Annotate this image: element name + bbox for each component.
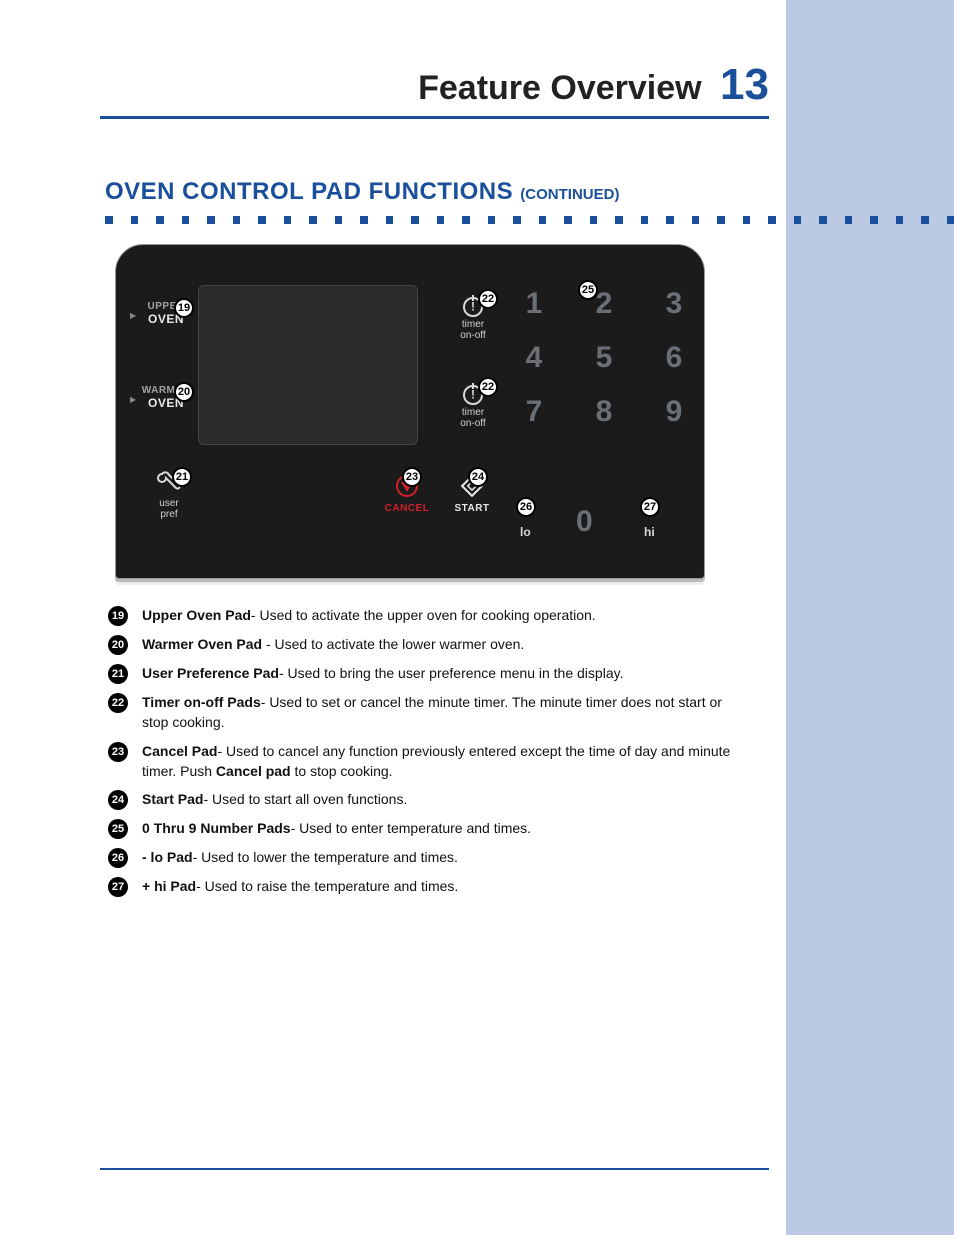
legend-badge: 26 (108, 848, 128, 868)
footer-rule (100, 1168, 769, 1170)
page-number: 13 (720, 60, 769, 109)
callout-20: 20 (174, 382, 194, 402)
legend-row: 26 - lo Pad- Used to lower the temperatur… (108, 847, 738, 868)
legend-list: 19 Upper Oven Pad- Used to activate the u… (108, 605, 738, 905)
legend-row: 25 0 Thru 9 Number Pads- Used to enter te… (108, 818, 738, 839)
callout-21: 21 (172, 467, 192, 487)
dotted-rule (105, 216, 954, 226)
triangle-icon: ▶ (130, 311, 136, 320)
legend-text: Cancel Pad- Used to cancel any function … (142, 741, 738, 782)
key-1: 1 (514, 287, 554, 321)
legend-text: Upper Oven Pad- Used to activate the upp… (142, 605, 738, 625)
legend-row: 20 Warmer Oven Pad - Used to activate the… (108, 634, 738, 655)
legend-badge: 22 (108, 693, 128, 713)
legend-badge: 24 (108, 790, 128, 810)
callout-23: 23 (402, 467, 422, 487)
legend-row: 23 Cancel Pad- Used to cancel any functio… (108, 741, 738, 782)
legend-row: 21 User Preference Pad- Used to bring the… (108, 663, 738, 684)
timer2-l1: timer (448, 407, 498, 418)
page-title: Feature Overview (418, 69, 701, 107)
legend-row: 19 Upper Oven Pad- Used to activate the u… (108, 605, 738, 626)
cancel-label: CANCEL (381, 503, 433, 514)
user-pref-line1: user (146, 498, 192, 509)
legend-badge: 19 (108, 606, 128, 626)
legend-row: 22 Timer on-off Pads- Used to set or canc… (108, 692, 738, 733)
legend-text: Start Pad- Used to start all oven functi… (142, 789, 738, 809)
legend-badge: 25 (108, 819, 128, 839)
key-8: 8 (584, 395, 624, 429)
callout-25: 25 (578, 280, 598, 300)
key-6: 6 (654, 341, 694, 375)
section-title: OVEN CONTROL PAD FUNCTIONS (105, 178, 520, 205)
control-panel-diagram: ▶ UPPER OVEN 19 ▶ WARMER OVEN 20 user pr… (115, 244, 705, 579)
callout-27: 27 (640, 497, 660, 517)
legend-text: - lo Pad- Used to lower the temperature … (142, 847, 738, 867)
legend-text: Warmer Oven Pad - Used to activate the l… (142, 634, 738, 654)
page-header: Feature Overview 13 (100, 60, 769, 119)
legend-text: User Preference Pad- Used to bring the u… (142, 663, 738, 683)
callout-22a: 22 (478, 289, 498, 309)
key-0: 0 (576, 505, 593, 539)
legend-text: Timer on-off Pads- Used to set or cancel… (142, 692, 738, 733)
timer1-l1: timer (448, 319, 498, 330)
timer1-l2: on-off (448, 330, 498, 341)
timer2-l2: on-off (448, 418, 498, 429)
legend-row: 27 + hi Pad- Used to raise the temperatur… (108, 876, 738, 897)
callout-19: 19 (174, 298, 194, 318)
legend-text: 0 Thru 9 Number Pads- Used to enter temp… (142, 818, 738, 838)
callout-24: 24 (468, 467, 488, 487)
triangle-icon: ▶ (130, 395, 136, 404)
legend-badge: 20 (108, 635, 128, 655)
section-heading: OVEN CONTROL PAD FUNCTIONS (CONTINUED) (105, 178, 954, 206)
key-4: 4 (514, 341, 554, 375)
key-9: 9 (654, 395, 694, 429)
callout-22b: 22 (478, 377, 498, 397)
legend-badge: 21 (108, 664, 128, 684)
start-label: START (446, 503, 498, 514)
user-pref-line2: pref (146, 509, 192, 520)
lo-pad: lo (520, 525, 531, 539)
section-subtitle: (CONTINUED) (520, 186, 619, 203)
hi-pad: hi (644, 525, 655, 539)
panel-display (198, 285, 418, 445)
legend-text: + hi Pad- Used to raise the temperature … (142, 876, 738, 896)
number-keypad: 1 2 3 4 5 6 7 8 9 (514, 287, 694, 449)
key-3: 3 (654, 287, 694, 321)
legend-badge: 27 (108, 877, 128, 897)
key-5: 5 (584, 341, 624, 375)
legend-row: 24 Start Pad- Used to start all oven func… (108, 789, 738, 810)
legend-badge: 23 (108, 742, 128, 762)
callout-26: 26 (516, 497, 536, 517)
key-7: 7 (514, 395, 554, 429)
